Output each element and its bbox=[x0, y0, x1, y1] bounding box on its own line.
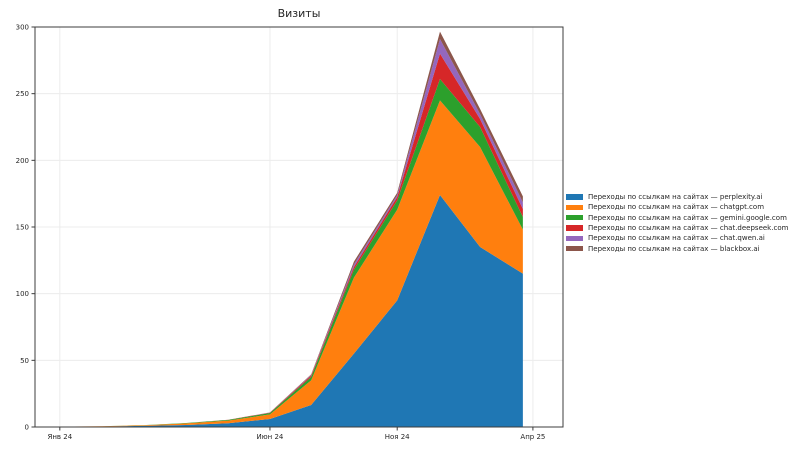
legend-item-3: Переходы по ссылкам на сайтах — chat.dee… bbox=[566, 223, 788, 233]
legend-item-1: Переходы по ссылкам на сайтах — chatgpt.… bbox=[566, 202, 788, 212]
x-tick-label: Ноя 24 bbox=[385, 433, 410, 441]
y-tick-label: 0 bbox=[25, 424, 29, 432]
legend-label: Переходы по ссылкам на сайтах — perplexi… bbox=[588, 193, 763, 202]
y-tick-label: 50 bbox=[20, 357, 29, 365]
legend-label: Переходы по ссылкам на сайтах — gemini.g… bbox=[588, 213, 787, 222]
y-tick-label: 100 bbox=[16, 290, 29, 298]
legend-item-0: Переходы по ссылкам на сайтах — perplexi… bbox=[566, 192, 788, 202]
legend-label: Переходы по ссылкам на сайтах — chatgpt.… bbox=[588, 203, 765, 212]
y-tick-label: 250 bbox=[16, 90, 29, 98]
legend-swatch-icon bbox=[566, 235, 583, 242]
legend-swatch-icon bbox=[566, 214, 583, 221]
legend-swatch-icon bbox=[566, 245, 583, 252]
legend-label: Переходы по ссылкам на сайтах — blackbox… bbox=[588, 244, 760, 253]
y-tick-label: 200 bbox=[16, 157, 29, 165]
area-series-0 bbox=[59, 195, 523, 427]
x-tick-label: Июн 24 bbox=[257, 433, 284, 441]
y-tick-label: 300 bbox=[16, 24, 29, 32]
legend-item-2: Переходы по ссылкам на сайтах — gemini.g… bbox=[566, 213, 788, 223]
legend-item-5: Переходы по ссылкам на сайтах — blackbox… bbox=[566, 243, 788, 253]
legend-label: Переходы по ссылкам на сайтах — chat.dee… bbox=[588, 224, 789, 233]
legend-swatch-icon bbox=[566, 225, 583, 231]
legend-item-4: Переходы по ссылкам на сайтах — chat.qwe… bbox=[566, 233, 788, 243]
legend: Переходы по ссылкам на сайтах — perplexi… bbox=[566, 192, 788, 254]
x-tick-label: Янв 24 bbox=[47, 433, 72, 441]
legend-label: Переходы по ссылкам на сайтах — chat.qwe… bbox=[588, 234, 765, 243]
x-tick-label: Апр 25 bbox=[520, 433, 545, 441]
legend-swatch-icon bbox=[566, 204, 583, 211]
y-tick-label: 150 bbox=[16, 224, 29, 232]
chart-title: Визиты bbox=[277, 7, 321, 20]
legend-swatch-icon bbox=[566, 194, 583, 200]
